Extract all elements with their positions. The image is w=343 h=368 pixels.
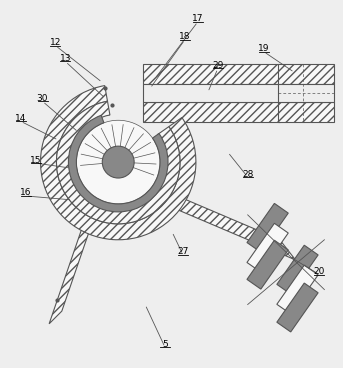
Polygon shape: [247, 223, 288, 272]
Wedge shape: [76, 120, 160, 204]
Text: 13: 13: [60, 54, 71, 63]
Text: 27: 27: [177, 247, 189, 256]
Text: 12: 12: [50, 38, 61, 47]
Text: 28: 28: [242, 170, 253, 178]
Polygon shape: [277, 102, 334, 122]
Polygon shape: [277, 84, 334, 102]
Wedge shape: [40, 86, 196, 240]
Text: 15: 15: [30, 156, 41, 164]
Text: 20: 20: [314, 267, 325, 276]
Text: 14: 14: [15, 114, 26, 123]
Polygon shape: [125, 174, 296, 260]
Polygon shape: [247, 204, 288, 252]
Polygon shape: [143, 84, 280, 102]
Wedge shape: [102, 146, 134, 178]
Wedge shape: [57, 101, 180, 224]
Polygon shape: [277, 283, 318, 332]
Text: 30: 30: [37, 94, 48, 103]
Polygon shape: [247, 240, 288, 289]
Text: 18: 18: [179, 32, 191, 41]
Text: 17: 17: [192, 14, 204, 23]
Polygon shape: [143, 102, 280, 122]
Text: 19: 19: [258, 44, 269, 53]
Polygon shape: [277, 64, 334, 84]
Polygon shape: [277, 265, 318, 314]
Text: 29: 29: [212, 61, 224, 70]
Polygon shape: [277, 245, 318, 294]
Text: 16: 16: [20, 188, 31, 198]
Polygon shape: [49, 181, 107, 324]
Polygon shape: [143, 64, 280, 84]
Text: 5: 5: [162, 340, 168, 349]
Wedge shape: [68, 115, 168, 212]
